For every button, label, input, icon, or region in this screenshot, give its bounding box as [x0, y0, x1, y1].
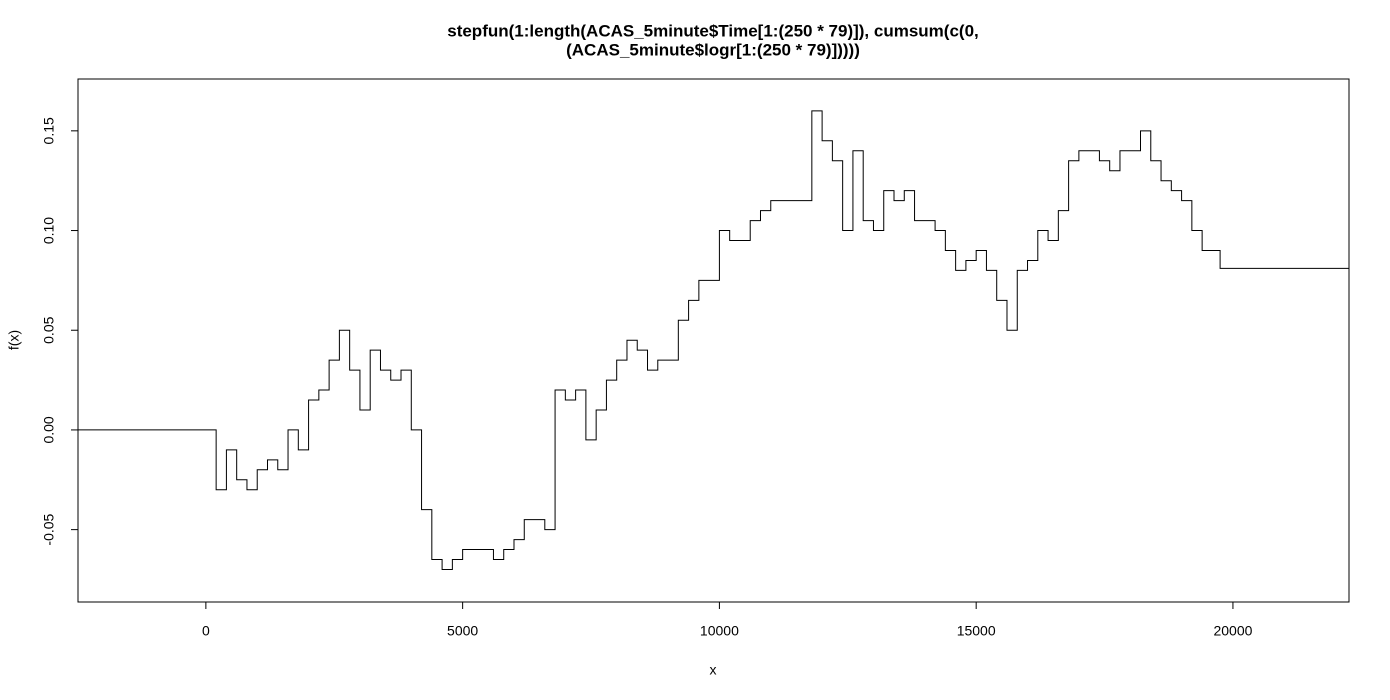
y-tick-label: 0.15 — [41, 117, 57, 144]
y-tick-label: 0.00 — [41, 416, 57, 443]
y-tick-label: -0.05 — [41, 513, 57, 545]
y-tick-label: 0.05 — [41, 316, 57, 343]
chart-title: stepfun(1:length(ACAS_5minute$Time[1:(25… — [447, 21, 979, 40]
x-tick-label: 0 — [202, 623, 210, 639]
plot-frame — [77, 78, 1350, 603]
x-axis-title: x — [710, 662, 717, 678]
x-tick-label: 10000 — [700, 623, 739, 639]
chart-title: (ACAS_5minute$logr[1:(250 * 79)])))) — [566, 40, 860, 59]
x-tick-label: 5000 — [447, 623, 478, 639]
step-line — [78, 110, 1349, 570]
x-tick-label: 15000 — [957, 623, 996, 639]
x-tick-label: 20000 — [1213, 623, 1252, 639]
y-axis-title: f(x) — [6, 330, 22, 350]
y-tick-label: 0.10 — [41, 217, 57, 244]
